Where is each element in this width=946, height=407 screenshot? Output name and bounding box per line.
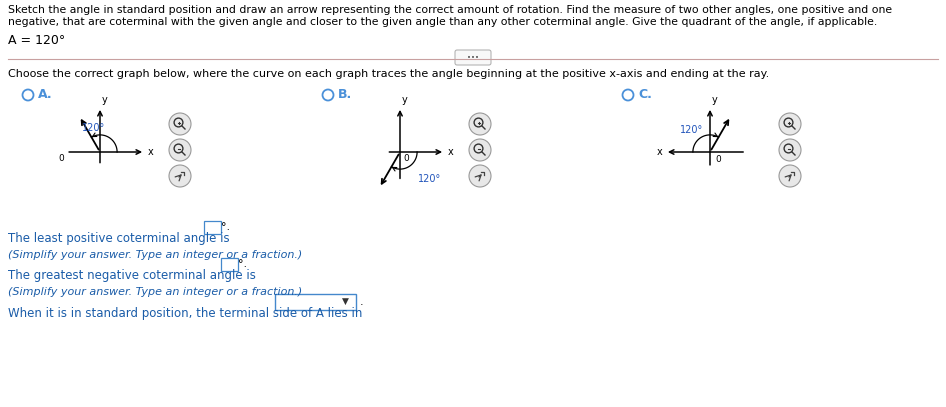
Circle shape bbox=[469, 139, 491, 161]
FancyBboxPatch shape bbox=[455, 50, 491, 65]
Text: 120°: 120° bbox=[680, 125, 704, 135]
Text: x: x bbox=[448, 147, 454, 157]
FancyBboxPatch shape bbox=[220, 258, 237, 271]
Text: The least positive coterminal angle is: The least positive coterminal angle is bbox=[8, 232, 230, 245]
Circle shape bbox=[779, 165, 801, 187]
Circle shape bbox=[469, 113, 491, 135]
Text: x: x bbox=[148, 147, 154, 157]
Text: y: y bbox=[102, 95, 108, 105]
Text: 120°: 120° bbox=[417, 175, 441, 184]
Text: 0: 0 bbox=[59, 154, 64, 163]
Text: x: x bbox=[657, 147, 662, 157]
Text: The greatest negative coterminal angle is: The greatest negative coterminal angle i… bbox=[8, 269, 255, 282]
Text: .: . bbox=[360, 297, 363, 307]
Text: y: y bbox=[402, 95, 408, 105]
FancyBboxPatch shape bbox=[203, 221, 220, 234]
Circle shape bbox=[169, 113, 191, 135]
Text: Sketch the angle in standard position and draw an arrow representing the correct: Sketch the angle in standard position an… bbox=[8, 5, 892, 15]
Text: When it is in standard position, the terminal side of A lies in: When it is in standard position, the ter… bbox=[8, 307, 362, 320]
Text: y: y bbox=[712, 95, 718, 105]
Circle shape bbox=[469, 165, 491, 187]
Text: (Simplify your answer. Type an integer or a fraction.): (Simplify your answer. Type an integer o… bbox=[8, 287, 303, 297]
Circle shape bbox=[779, 113, 801, 135]
Text: A.: A. bbox=[38, 88, 53, 101]
Text: (Simplify your answer. Type an integer or a fraction.): (Simplify your answer. Type an integer o… bbox=[8, 250, 303, 260]
Text: B.: B. bbox=[338, 88, 352, 101]
Text: °.: °. bbox=[221, 222, 230, 232]
Text: 0: 0 bbox=[403, 154, 409, 163]
Text: 120°: 120° bbox=[81, 123, 105, 133]
Text: ▼: ▼ bbox=[342, 297, 348, 306]
Text: C.: C. bbox=[638, 88, 652, 101]
Circle shape bbox=[169, 139, 191, 161]
Text: A = 120°: A = 120° bbox=[8, 34, 65, 47]
Text: negative, that are coterminal with the given angle and closer to the given angle: negative, that are coterminal with the g… bbox=[8, 17, 877, 27]
Text: °.: °. bbox=[238, 259, 247, 269]
Circle shape bbox=[779, 139, 801, 161]
Text: Choose the correct graph below, where the curve on each graph traces the angle b: Choose the correct graph below, where th… bbox=[8, 69, 769, 79]
Circle shape bbox=[169, 165, 191, 187]
Text: •••: ••• bbox=[467, 55, 479, 61]
Text: 0: 0 bbox=[715, 155, 721, 164]
FancyBboxPatch shape bbox=[274, 293, 356, 309]
